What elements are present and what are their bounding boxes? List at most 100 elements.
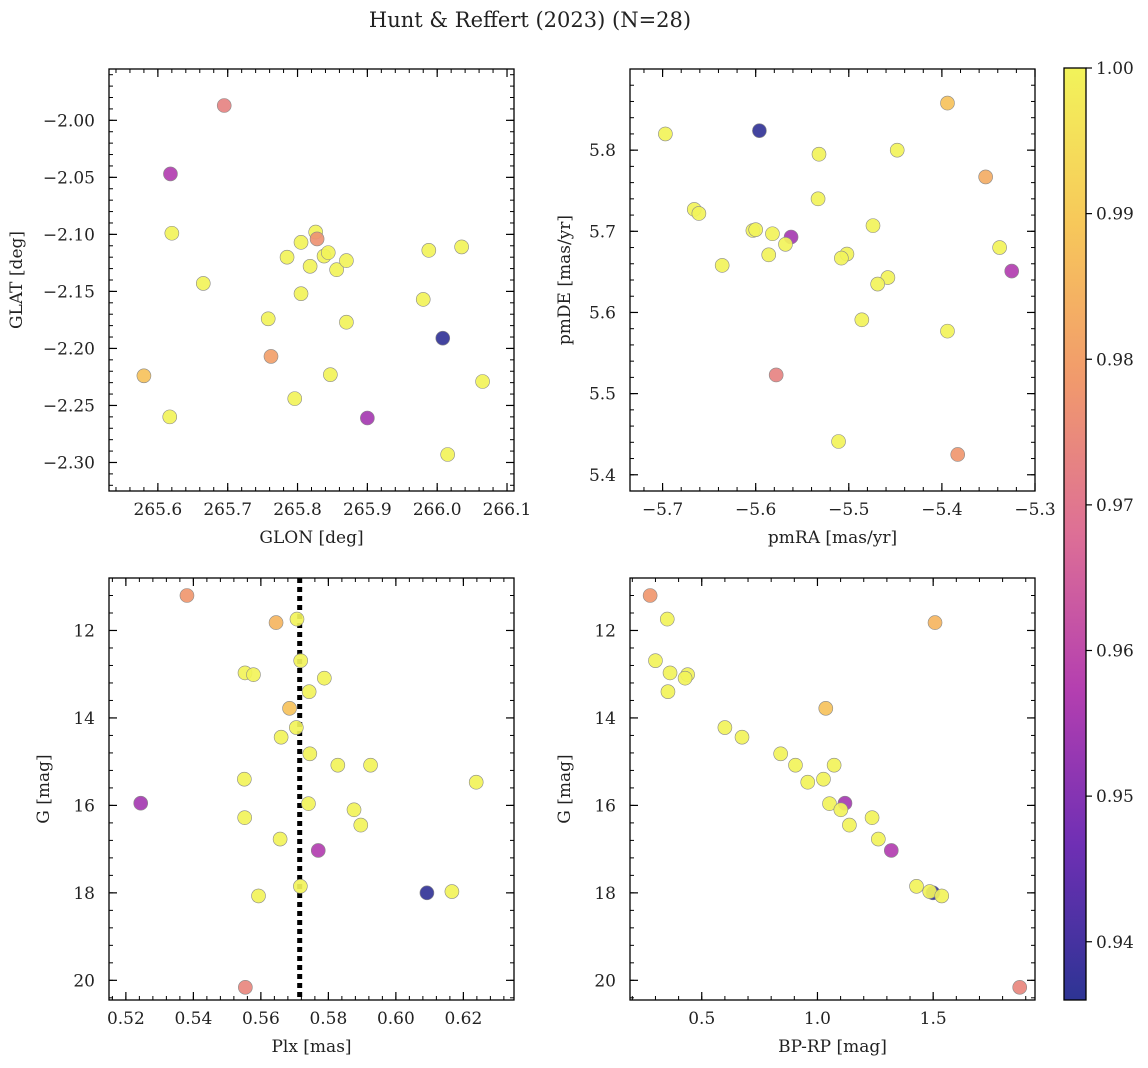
- colorbar-tick-label: 1.00: [1096, 59, 1134, 79]
- scatter-point: [865, 218, 881, 233]
- scatter-point: [260, 311, 276, 327]
- scatter-point: [301, 684, 317, 699]
- figure-title: Hunt & Reffert (2023) (N=28): [369, 8, 691, 32]
- scatter-point: [272, 831, 288, 847]
- scatter-point: [864, 810, 880, 825]
- y-axis-label: pmDE [mas/yr]: [555, 215, 575, 345]
- scatter-point: [950, 447, 966, 462]
- scatter-point: [659, 611, 675, 627]
- scatter-point: [883, 843, 899, 858]
- scatter-point: [339, 314, 354, 330]
- scatter-point: [419, 885, 435, 901]
- scatter-point: [765, 226, 780, 242]
- scatter-panels: 265.6 265.7 265.8 265.9 266.0 266.1 −2.30 −2.25…: [7, 68, 1056, 1057]
- scatter-point: [363, 757, 378, 773]
- x-tick-label: 265.7: [203, 500, 252, 520]
- scatter-point: [238, 980, 253, 995]
- scatter-point: [440, 447, 455, 462]
- scatter-point: [353, 817, 369, 833]
- x-tick-label: 0.58: [309, 1009, 347, 1029]
- scatter-point: [773, 746, 788, 762]
- y-tick-label: −2.15: [43, 282, 95, 302]
- scatter-point: [164, 225, 180, 241]
- x-tick-label: 0.60: [377, 1009, 415, 1029]
- scatter-point: [216, 98, 232, 113]
- scatter-point: [648, 653, 663, 668]
- scatter-point: [302, 259, 318, 274]
- x-tick-label: 0.52: [107, 1009, 145, 1029]
- y-tick-label: 5.7: [589, 222, 616, 242]
- scatter-point: [136, 368, 152, 384]
- colorbar-tick-label: 0.98: [1096, 350, 1134, 370]
- scatter-point: [268, 615, 284, 630]
- scatter-point: [317, 670, 332, 686]
- y-tick-label: −2.30: [43, 453, 95, 473]
- scatter-point: [435, 330, 451, 346]
- x-tick-label: −5.3: [1014, 500, 1055, 520]
- x-axis-label: BP-RP [mag]: [778, 1037, 887, 1057]
- scatter-panel-lb: 0.52 0.54 0.56 0.58 0.60 0.62 12 14 16 18 20 Plx [m…: [34, 577, 515, 1057]
- scatter-point: [761, 247, 777, 263]
- colorbar-gradient: [1063, 67, 1087, 1001]
- x-tick-label: 265.6: [134, 500, 183, 520]
- scatter-point: [816, 771, 831, 787]
- y-tick-label: 5.6: [589, 303, 616, 323]
- axes-frame: [629, 577, 1036, 1001]
- scatter-point: [909, 879, 924, 894]
- y-tick-label: 20: [73, 971, 95, 991]
- scatter-point: [1012, 980, 1028, 995]
- scatter-point: [195, 276, 211, 291]
- colorbar-tick-label: 0.95: [1096, 787, 1134, 807]
- scatter-point: [289, 611, 305, 627]
- x-tick-label: 0.62: [444, 1009, 482, 1029]
- scatter-point: [871, 831, 886, 847]
- x-tick-label: 266.0: [413, 500, 462, 520]
- y-axis-label: G [mag]: [34, 754, 54, 823]
- x-tick-label: 1.0: [804, 1009, 831, 1029]
- scatter-point: [811, 146, 827, 162]
- scatter-point: [788, 757, 803, 773]
- x-tick-label: 265.8: [273, 500, 322, 520]
- scatter-point: [978, 169, 993, 185]
- scatter-point: [778, 236, 793, 252]
- colorbar-tick-label: 0.99: [1096, 205, 1134, 225]
- y-tick-label: −2.05: [43, 168, 95, 188]
- y-tick-label: 5.8: [589, 141, 616, 161]
- scatter-point: [444, 884, 460, 899]
- scatter-point: [162, 409, 178, 425]
- y-tick-label: 18: [73, 884, 95, 904]
- scatter-point: [734, 729, 750, 745]
- axes-frame: [108, 68, 515, 492]
- y-tick-label: −2.25: [43, 396, 95, 416]
- scatter-point: [289, 720, 304, 735]
- x-tick-label: 0.5: [688, 1009, 715, 1029]
- axes-frame: [108, 577, 515, 1001]
- scatter-point: [822, 796, 837, 811]
- x-tick-label: 265.9: [343, 500, 392, 520]
- scatter-point: [810, 191, 826, 207]
- scatter-point: [421, 243, 437, 258]
- x-tick-label: −5.5: [828, 500, 869, 520]
- x-axis-label: GLON [deg]: [259, 528, 363, 548]
- x-tick-label: 1.5: [920, 1009, 947, 1029]
- scatter-point: [251, 888, 266, 904]
- scatter-point: [889, 142, 905, 158]
- scatter-point: [360, 410, 375, 426]
- x-tick-label: −5.4: [921, 500, 962, 520]
- scatter-point: [415, 292, 431, 307]
- scatter-point: [301, 796, 316, 811]
- y-tick-label: 5.4: [589, 466, 616, 486]
- scatter-point: [293, 879, 308, 894]
- scatter-point: [768, 367, 784, 383]
- scatter-panel-rt: −5.7 −5.6 −5.5 −5.4 −5.3 5.4 5.5 5.6 5.7 5.8 pmRA …: [555, 68, 1056, 548]
- scatter-point: [279, 249, 295, 265]
- scatter-point: [302, 746, 318, 762]
- scatter-point: [293, 653, 309, 668]
- y-tick-label: −2.20: [43, 339, 95, 359]
- scatter-point: [237, 771, 252, 787]
- x-axis-label: Plx [mas]: [271, 1037, 351, 1057]
- scatter-point: [677, 670, 693, 686]
- scatter-point: [834, 250, 849, 266]
- scatter-point: [237, 810, 252, 825]
- colorbar-tick-label: 0.94: [1096, 933, 1134, 953]
